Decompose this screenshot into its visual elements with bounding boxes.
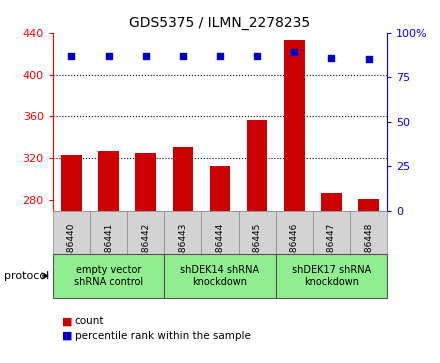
Text: GSM1486443: GSM1486443: [178, 223, 187, 284]
Bar: [321, 193, 342, 211]
Text: count: count: [75, 316, 104, 326]
Text: GSM1486446: GSM1486446: [290, 223, 299, 284]
Bar: [164, 211, 202, 294]
Bar: [359, 199, 379, 211]
Point: [142, 53, 149, 59]
Bar: [136, 153, 156, 211]
Point: [216, 53, 224, 59]
Bar: [61, 155, 81, 211]
Point: [365, 56, 372, 62]
Text: ■: ■: [62, 331, 72, 341]
Bar: [238, 211, 276, 294]
Text: GSM1486448: GSM1486448: [364, 223, 373, 284]
Bar: [276, 211, 313, 294]
Bar: [247, 119, 268, 211]
Bar: [127, 211, 164, 294]
Text: GSM1486440: GSM1486440: [67, 223, 76, 284]
Text: GSM1486441: GSM1486441: [104, 223, 113, 284]
Bar: [350, 211, 387, 294]
Point: [328, 55, 335, 61]
Text: GSM1486445: GSM1486445: [253, 223, 262, 284]
Text: percentile rank within the sample: percentile rank within the sample: [75, 331, 251, 341]
Text: shDEK14 shRNA
knockdown: shDEK14 shRNA knockdown: [180, 265, 260, 287]
Text: protocol: protocol: [4, 271, 50, 281]
Bar: [53, 211, 90, 294]
Bar: [53, 254, 164, 298]
Bar: [284, 40, 304, 211]
Point: [180, 53, 187, 59]
Text: GSM1486447: GSM1486447: [327, 223, 336, 284]
Point: [68, 53, 75, 59]
Bar: [313, 211, 350, 294]
Title: GDS5375 / ILMN_2278235: GDS5375 / ILMN_2278235: [129, 16, 311, 30]
Text: empty vector
shRNA control: empty vector shRNA control: [74, 265, 143, 287]
Text: ■: ■: [62, 316, 72, 326]
Bar: [172, 147, 193, 211]
Bar: [90, 211, 127, 294]
Text: GSM1486444: GSM1486444: [216, 223, 224, 283]
Point: [291, 49, 298, 55]
Point: [105, 53, 112, 59]
Bar: [98, 151, 119, 211]
Bar: [202, 211, 238, 294]
Text: shDEK17 shRNA
knockdown: shDEK17 shRNA knockdown: [292, 265, 371, 287]
Point: [253, 53, 260, 59]
Bar: [164, 254, 276, 298]
Bar: [276, 254, 387, 298]
Bar: [210, 166, 230, 211]
Text: GSM1486442: GSM1486442: [141, 223, 150, 283]
